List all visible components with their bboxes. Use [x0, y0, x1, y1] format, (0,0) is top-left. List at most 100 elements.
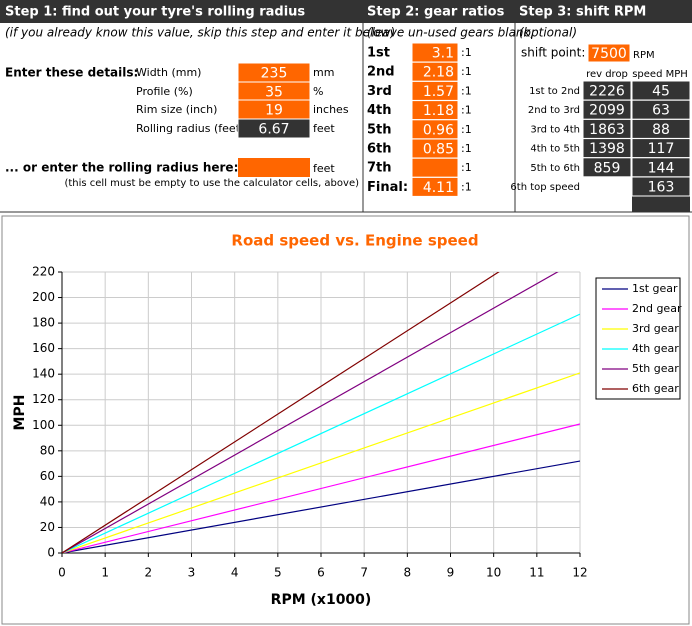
- x-tick-label: 5: [274, 566, 282, 580]
- field-value-cell: [237, 118, 311, 139]
- gear-ratio: 4.11: [423, 180, 454, 196]
- x-tick-label: 3: [188, 566, 196, 580]
- ratio-suffix: :1: [461, 180, 472, 193]
- gear-ratio: 3.1: [432, 46, 454, 62]
- gear-label: 5th: [367, 122, 392, 137]
- ratio-suffix: :1: [461, 84, 472, 97]
- speed-mph: 45: [652, 84, 670, 100]
- gear-ratio: 0.85: [423, 142, 454, 158]
- gear-ratio-cell: [411, 176, 459, 197]
- y-tick-label: 100: [32, 418, 55, 432]
- series-line: [62, 272, 500, 553]
- shift-row-label: 5th to 6th: [530, 163, 580, 174]
- y-tick-label: 0: [47, 546, 55, 560]
- gear-ratio: 1.18: [423, 103, 454, 119]
- gear-label: 1st: [367, 46, 390, 61]
- x-tick-label: 1: [101, 566, 109, 580]
- speed-mph: 63: [652, 103, 670, 119]
- series-line: [62, 423, 580, 553]
- x-axis-label: RPM (x1000): [271, 592, 372, 608]
- field-unit: inches: [313, 103, 349, 116]
- gear-label: 3rd: [367, 84, 392, 99]
- step-header: Step 1: find out your tyre's rolling rad…: [5, 5, 305, 20]
- gear-ratio: 1.57: [423, 84, 454, 100]
- shift-row-label: 2nd to 3rd: [528, 105, 580, 116]
- gear-label: Final:: [367, 180, 408, 195]
- y-tick-label: 140: [32, 367, 55, 381]
- x-tick-label: 9: [447, 566, 455, 580]
- header-bar: [0, 0, 692, 23]
- y-tick-label: 40: [40, 494, 55, 508]
- y-tick-label: 80: [40, 443, 55, 457]
- ratio-suffix: :1: [461, 104, 472, 117]
- y-tick-label: 120: [32, 392, 55, 406]
- field-label: Width (mm): [136, 66, 201, 79]
- column-header: speed MPH: [632, 69, 688, 80]
- y-tick-label: 200: [32, 290, 55, 304]
- gear-ratio: 0.96: [423, 122, 454, 138]
- legend-box: [595, 277, 681, 400]
- field-value: 19: [265, 103, 283, 119]
- field-unit: mm: [313, 66, 334, 79]
- gear-ratio: 2.18: [423, 65, 454, 81]
- gear-label: 7th: [367, 161, 392, 176]
- field-label: Rim size (inch): [136, 103, 217, 116]
- rev-drop: 859: [594, 160, 621, 176]
- field-value: 6.67: [258, 122, 289, 138]
- shift-value-cell: [587, 43, 631, 63]
- field-unit: %: [313, 85, 323, 98]
- y-tick-label: 180: [32, 316, 55, 330]
- legend-label: 2nd gear: [632, 302, 682, 315]
- shift-unit: RPM: [633, 50, 655, 61]
- speed-mph-cell: [631, 176, 691, 197]
- chart-title: Road speed vs. Engine speed: [231, 232, 478, 250]
- gear-label: 4th: [367, 103, 392, 118]
- section-label: Enter these details:: [5, 66, 138, 80]
- rev-drop: 1398: [589, 141, 625, 157]
- step-note: (if you already know this value, skip th…: [5, 26, 395, 40]
- y-tick-label: 220: [32, 265, 55, 279]
- x-tick-label: 0: [58, 566, 66, 580]
- speed-mph: 88: [652, 122, 670, 138]
- ratio-suffix: :1: [461, 123, 472, 136]
- y-tick-label: 160: [32, 341, 55, 355]
- ratio-suffix: :1: [461, 65, 472, 78]
- step-note: (leave un-used gears blank,: [367, 26, 534, 40]
- shift-label: shift point:: [521, 46, 585, 60]
- series-line: [62, 272, 559, 553]
- section-label: ... or enter the rolling radius here:: [5, 161, 238, 175]
- rev-drop: 2099: [589, 103, 625, 119]
- dark-cell: [632, 196, 690, 212]
- field-label: Profile (%): [136, 85, 193, 98]
- ratio-suffix: :1: [461, 161, 472, 174]
- y-tick-label: 60: [40, 469, 55, 483]
- step-header: Step 2: gear ratios: [367, 5, 505, 20]
- legend-label: 6th gear: [632, 382, 679, 395]
- x-tick-label: 2: [145, 566, 153, 580]
- column-header: rev drop: [586, 69, 628, 80]
- speed-mph: 117: [648, 141, 675, 157]
- shift-row-label: 4th to 5th: [530, 144, 580, 155]
- ratio-suffix: :1: [461, 142, 472, 155]
- field-label: Rolling radius (feet): [136, 122, 244, 135]
- shift-value: 7500: [591, 46, 627, 62]
- step-header: Step 3: shift RPM: [519, 5, 646, 20]
- shift-row-label: 3rd to 4th: [530, 124, 580, 135]
- legend-label: 5th gear: [632, 362, 679, 375]
- rev-drop-cell: [582, 176, 632, 197]
- series-line: [62, 460, 580, 553]
- series-line: [62, 372, 580, 553]
- y-tick-label: 20: [40, 520, 55, 534]
- field-value: 35: [265, 85, 283, 101]
- gear-ratio-cell: [411, 157, 459, 178]
- field-unit: feet: [313, 122, 335, 135]
- x-tick-label: 12: [572, 566, 587, 580]
- x-tick-label: 11: [529, 566, 544, 580]
- legend-label: 4th gear: [632, 342, 679, 355]
- x-tick-label: 7: [360, 566, 368, 580]
- speed-mph: 144: [648, 160, 675, 176]
- legend-label: 1st gear: [632, 282, 678, 295]
- alt-input-cell[interactable]: [238, 158, 310, 177]
- x-tick-label: 6: [317, 566, 325, 580]
